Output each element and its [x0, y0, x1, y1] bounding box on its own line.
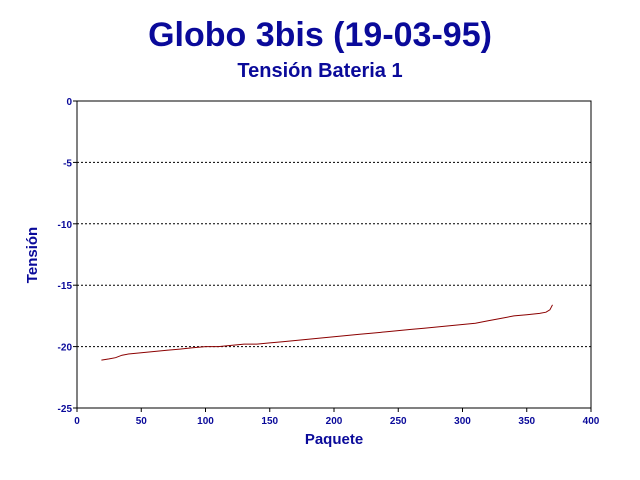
y-axis-label: Tensión [24, 227, 41, 283]
y-tick-label: 0 [66, 97, 72, 108]
y-tick-label: -20 [58, 343, 73, 354]
x-axis-label: Paquete [305, 431, 363, 448]
x-tick-label: 350 [518, 416, 535, 427]
x-tick-label: 50 [136, 416, 148, 427]
axis-ticks: 0-5-10-15-20-250 50 100 150 200 250 300 350 400 [58, 97, 600, 427]
x-tick-label: 200 [326, 416, 343, 427]
y-tick-label: -15 [58, 281, 73, 292]
x-tick-label: 250 [390, 416, 407, 427]
series-group [101, 304, 553, 361]
y-tick-label: -25 [58, 404, 73, 415]
x-tick-label: 150 [261, 416, 278, 427]
y-tick-label: -10 [58, 220, 73, 231]
grid-lines [77, 161, 591, 348]
x-tick-label: 300 [454, 416, 471, 427]
series-line [101, 304, 553, 361]
plot-area [76, 100, 592, 409]
chart-title: Globo 3bis (19-03-95) [148, 16, 492, 54]
x-tick-label: 400 [583, 416, 600, 427]
x-tick-label: 0 [74, 416, 80, 427]
x-tick-label: 100 [197, 416, 214, 427]
chart-subtitle: Tensión Bateria 1 [237, 60, 403, 82]
y-tick-label: -5 [63, 158, 72, 169]
